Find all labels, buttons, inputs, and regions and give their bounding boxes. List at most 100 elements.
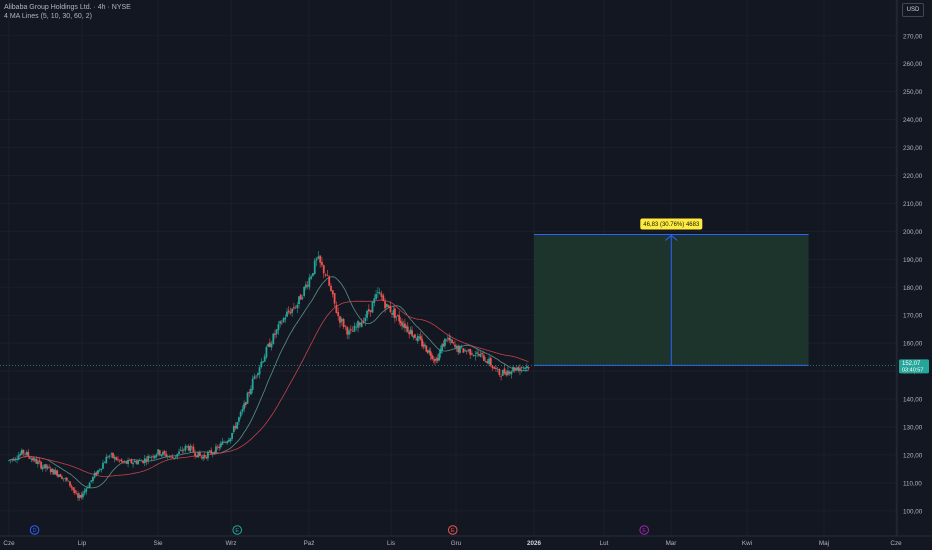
candle-body xyxy=(108,455,111,457)
price-axis[interactable]: 100,00110,00120,00130,00140,00150,00160,… xyxy=(896,0,932,550)
candle-body xyxy=(75,493,78,494)
candle-body xyxy=(333,293,336,304)
candle-body xyxy=(389,306,392,313)
candle-body xyxy=(429,351,432,356)
time-tick-label: Kwi xyxy=(742,540,752,547)
price-tick-label: 190,00 xyxy=(903,257,923,264)
candle-body xyxy=(306,285,309,287)
candle-body xyxy=(395,316,398,317)
candle-body xyxy=(186,445,188,447)
candle-body xyxy=(505,371,508,376)
candle-body xyxy=(239,411,242,417)
candle-body xyxy=(130,459,133,464)
indicator-legend[interactable]: 4 MA Lines (5, 10, 30, 60, 2) xyxy=(4,13,92,20)
candle-body xyxy=(418,336,421,338)
candle-body xyxy=(162,451,164,455)
candle-body xyxy=(88,482,91,489)
candle-body xyxy=(317,256,320,259)
candle-body xyxy=(155,454,158,457)
candle-body xyxy=(24,453,26,455)
candle-body xyxy=(12,458,15,461)
candle-body xyxy=(140,460,143,462)
candle-body xyxy=(507,370,509,375)
candle-body xyxy=(265,347,268,358)
candle-body xyxy=(438,353,441,361)
candle-body xyxy=(38,460,41,463)
candle-body xyxy=(27,451,30,457)
candle-body xyxy=(351,331,354,332)
candle-body xyxy=(30,458,33,460)
candle-body xyxy=(436,357,439,361)
candle-body xyxy=(451,339,453,343)
candle-body xyxy=(319,255,322,263)
candle-body xyxy=(425,345,428,352)
candle-body xyxy=(406,326,409,332)
candle-body xyxy=(517,366,520,371)
event-marker-label: E xyxy=(235,528,239,534)
candle-body xyxy=(115,457,118,461)
candle-body xyxy=(469,348,472,355)
time-tick-label: Maj xyxy=(819,540,829,547)
candle-body xyxy=(251,378,254,390)
candle-body xyxy=(14,459,17,461)
candle-body xyxy=(192,446,195,453)
time-tick-label: Gru xyxy=(451,540,462,547)
candle-body xyxy=(165,453,168,457)
candle-body xyxy=(147,455,150,461)
candle-body xyxy=(234,425,237,429)
symbol-title[interactable]: Alibaba Group Holdings Ltd. · 4h · NYSE xyxy=(4,4,131,11)
candle-body xyxy=(152,456,155,458)
price-tick-label: 220,00 xyxy=(903,173,923,180)
candle-body xyxy=(213,451,216,454)
candle-body xyxy=(65,477,68,481)
candle-body xyxy=(248,391,251,394)
candle-body xyxy=(43,464,46,468)
event-marker[interactable] xyxy=(29,525,40,535)
candle-body xyxy=(476,352,478,354)
candle-body xyxy=(464,350,466,352)
projection-layer[interactable]: 46,83 (30.76%) 4683 xyxy=(534,218,809,366)
candle-body xyxy=(105,456,108,464)
price-tick-label: 100,00 xyxy=(903,508,923,515)
candle-body xyxy=(256,373,259,376)
candle-body xyxy=(449,338,452,341)
candle-body xyxy=(22,449,25,454)
candle-body xyxy=(524,367,527,369)
time-tick-label: 2026 xyxy=(527,540,542,547)
candle-body xyxy=(355,326,358,328)
candle-body xyxy=(268,342,271,348)
candle-body xyxy=(442,343,445,347)
event-marker[interactable] xyxy=(639,525,650,535)
candle-body xyxy=(210,450,213,454)
candle-body xyxy=(45,464,47,469)
candle-body xyxy=(404,323,406,328)
price-tick-label: 270,00 xyxy=(903,33,923,40)
time-axis[interactable]: Cze Lip Sie Wrz Paź Lis Gru 2026 Lut Mar Kwi Maj Cze xyxy=(0,535,932,547)
candle-body xyxy=(208,450,211,452)
candle-body xyxy=(95,472,98,476)
candle-body xyxy=(382,295,385,302)
time-tick-label: Mar xyxy=(666,540,677,547)
event-marker[interactable] xyxy=(447,525,458,535)
candle-body xyxy=(495,367,497,369)
candle-body xyxy=(301,297,304,299)
candle-body xyxy=(349,329,352,331)
candle-body xyxy=(371,301,374,313)
candle-body xyxy=(232,426,235,433)
candle-body xyxy=(205,456,208,459)
candle-body xyxy=(62,478,65,480)
currency-button[interactable]: USD xyxy=(902,3,924,17)
candle-body xyxy=(197,451,200,458)
candle-body xyxy=(153,455,156,459)
event-marker[interactable] xyxy=(232,525,243,535)
candle-body xyxy=(346,327,349,335)
candle-body xyxy=(142,460,145,463)
candle-body xyxy=(37,461,39,465)
candle-body xyxy=(331,290,334,295)
candle-body xyxy=(35,459,38,464)
candle-body xyxy=(8,460,10,461)
candle-body xyxy=(187,446,190,451)
candle-body xyxy=(48,467,51,468)
